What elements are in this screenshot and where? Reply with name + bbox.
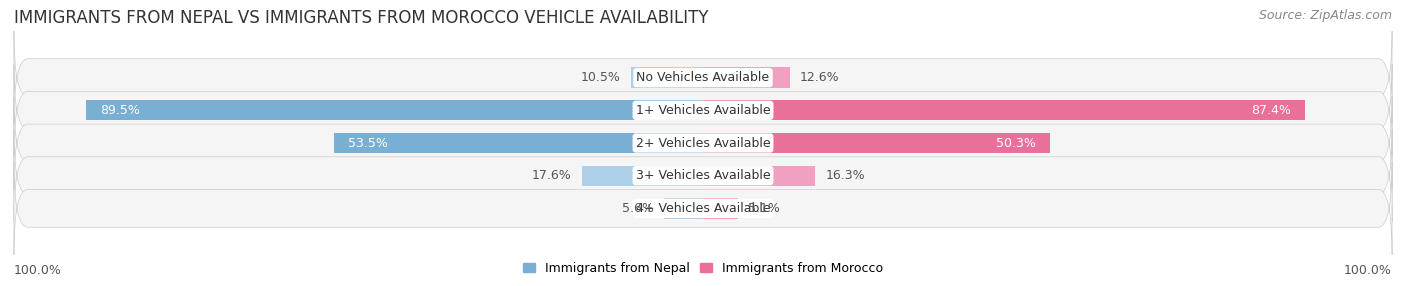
Bar xyxy=(631,67,703,88)
Text: 12.6%: 12.6% xyxy=(800,71,839,84)
Text: 50.3%: 50.3% xyxy=(995,136,1036,150)
FancyBboxPatch shape xyxy=(14,162,1392,255)
Text: 100.0%: 100.0% xyxy=(1344,265,1392,277)
Text: 87.4%: 87.4% xyxy=(1251,104,1291,117)
Bar xyxy=(582,166,703,186)
FancyBboxPatch shape xyxy=(14,129,1392,222)
Text: 53.5%: 53.5% xyxy=(349,136,388,150)
Bar xyxy=(703,198,738,219)
Bar xyxy=(703,166,815,186)
Text: 89.5%: 89.5% xyxy=(100,104,141,117)
Bar xyxy=(703,133,1049,153)
Text: 4+ Vehicles Available: 4+ Vehicles Available xyxy=(636,202,770,215)
FancyBboxPatch shape xyxy=(14,64,1392,157)
Text: 100.0%: 100.0% xyxy=(14,265,62,277)
FancyBboxPatch shape xyxy=(14,96,1392,190)
Text: 5.6%: 5.6% xyxy=(623,202,654,215)
Text: 17.6%: 17.6% xyxy=(531,169,571,182)
Bar xyxy=(703,67,790,88)
Text: 5.1%: 5.1% xyxy=(748,202,780,215)
Text: 1+ Vehicles Available: 1+ Vehicles Available xyxy=(636,104,770,117)
Text: Source: ZipAtlas.com: Source: ZipAtlas.com xyxy=(1258,9,1392,21)
Text: No Vehicles Available: No Vehicles Available xyxy=(637,71,769,84)
Text: IMMIGRANTS FROM NEPAL VS IMMIGRANTS FROM MOROCCO VEHICLE AVAILABILITY: IMMIGRANTS FROM NEPAL VS IMMIGRANTS FROM… xyxy=(14,9,709,27)
Bar xyxy=(703,100,1305,120)
Bar xyxy=(86,100,703,120)
Bar xyxy=(335,133,703,153)
Text: 16.3%: 16.3% xyxy=(825,169,865,182)
Text: 3+ Vehicles Available: 3+ Vehicles Available xyxy=(636,169,770,182)
Bar xyxy=(665,198,703,219)
Text: 2+ Vehicles Available: 2+ Vehicles Available xyxy=(636,136,770,150)
Legend: Immigrants from Nepal, Immigrants from Morocco: Immigrants from Nepal, Immigrants from M… xyxy=(517,257,889,280)
FancyBboxPatch shape xyxy=(14,31,1392,124)
Text: 10.5%: 10.5% xyxy=(581,71,620,84)
